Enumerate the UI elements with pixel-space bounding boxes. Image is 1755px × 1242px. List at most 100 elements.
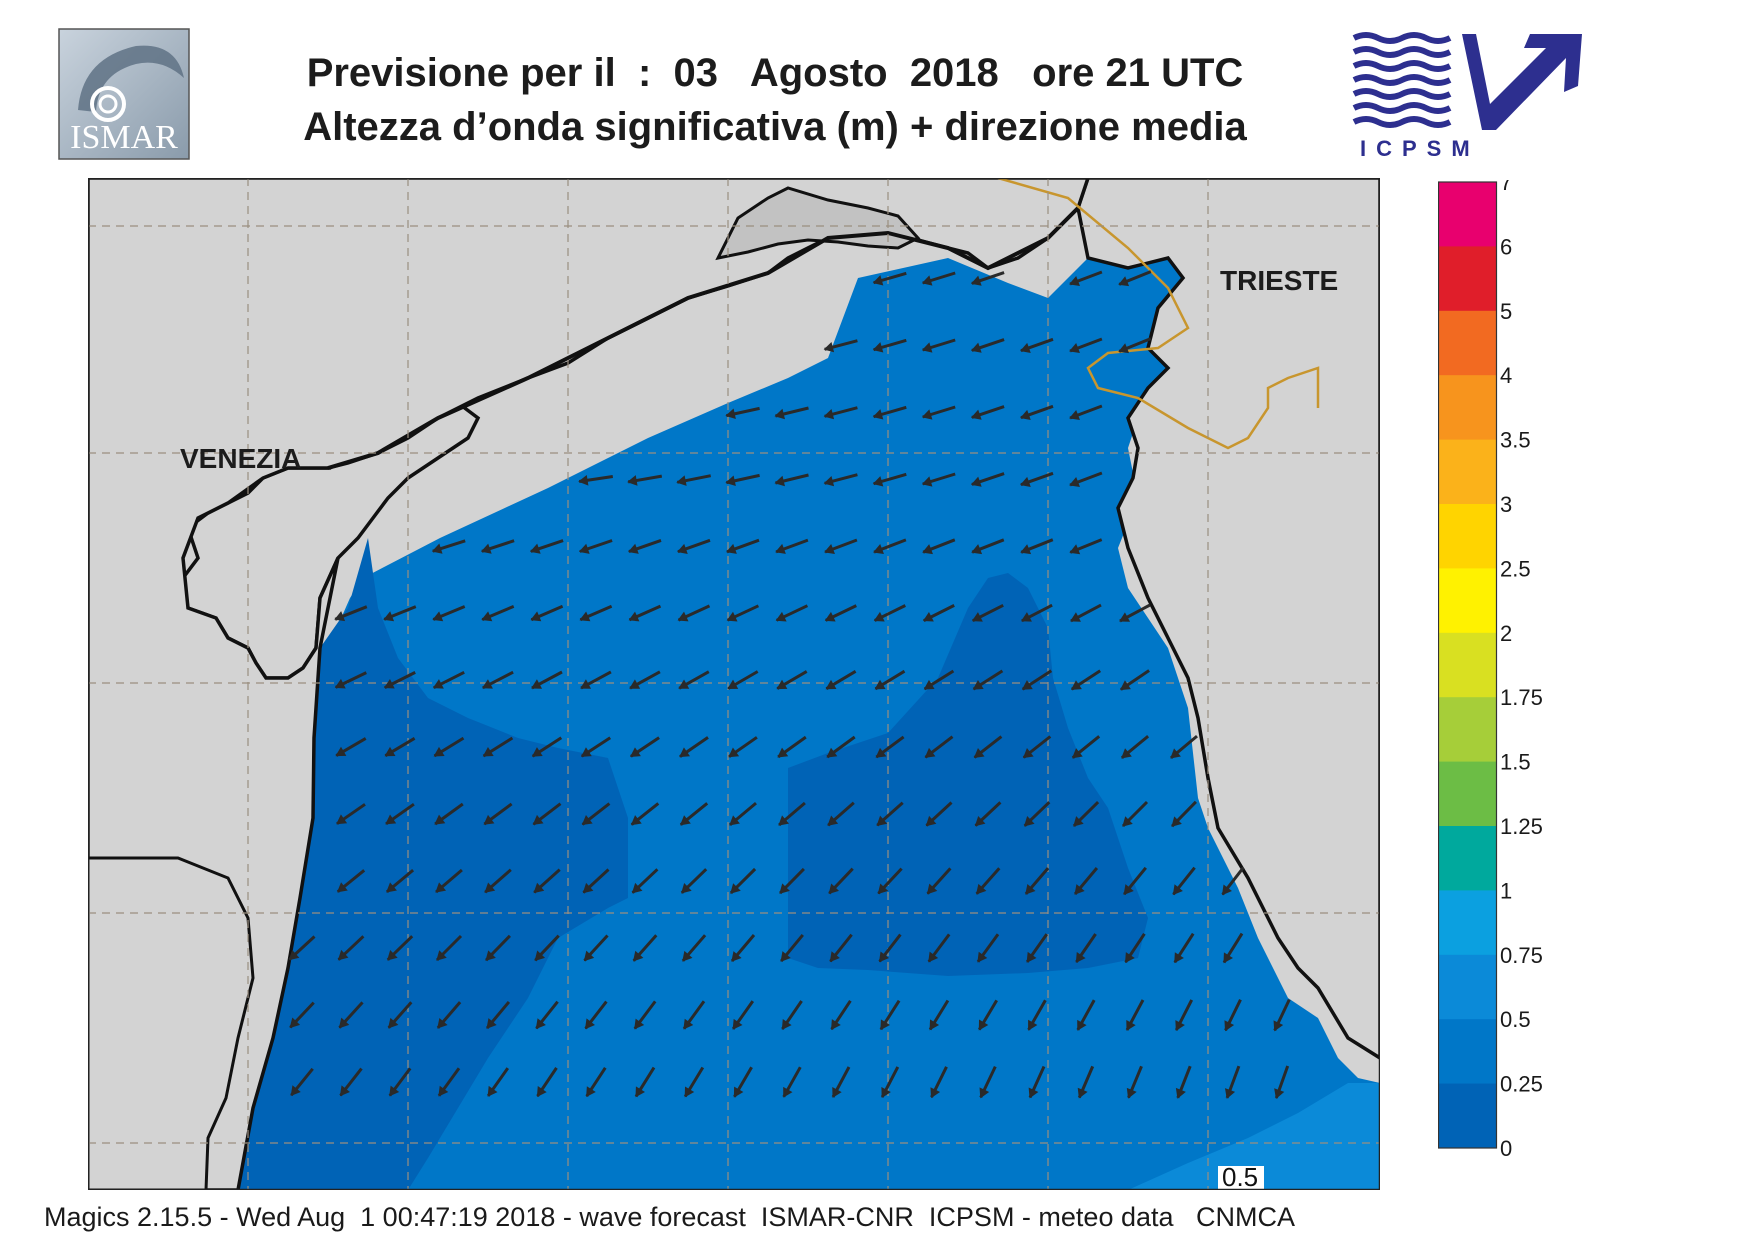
direction-arrowhead [631,882,643,894]
direction-arrowhead [1028,1019,1038,1031]
direction-arrowhead [726,611,738,622]
map-title: Previsione per il : 03 Agosto 2018 ore 2… [210,46,1340,154]
contour-label-bg [1218,1166,1264,1190]
direction-arrowhead [634,1018,645,1030]
wave-height-map: VENEZIA TRIESTE 0.5 [88,178,1380,1190]
direction-arrowhead [832,1086,842,1098]
direction-arrowhead [1120,680,1131,691]
direction-arrowhead [725,475,736,487]
direction-arrowhead [829,951,840,963]
legend-tick-label: 3.5 [1500,428,1531,453]
direction-arrowhead [921,342,933,353]
direction-arrowhead [337,949,349,961]
direction-arrowhead [483,814,495,825]
legend-color-bar [1438,246,1497,312]
legend-color-bars [1438,182,1497,1149]
direction-arrowhead [289,1017,301,1029]
direction-arrowhead [1221,884,1232,896]
direction-arrowhead [778,815,790,826]
po-delta-land [88,856,255,1190]
direction-arrowhead [776,679,788,690]
direction-arrowhead [1118,276,1130,287]
legend-color-bar [1438,182,1497,247]
legend-color-bar [1438,890,1497,956]
direction-arrowhead [1021,680,1033,690]
direction-arrowhead [1020,409,1031,420]
direction-arrowhead [1070,680,1082,690]
direction-arrowhead [628,543,639,554]
direction-arrowhead [1174,952,1184,964]
direction-arrowhead [974,815,986,827]
direction-arrowhead [677,611,689,622]
direction-arrowhead [579,611,591,622]
direction-arrowhead [535,1018,546,1030]
direction-arrowhead [930,1087,941,1099]
legend-tick-label: 0.5 [1500,1007,1531,1032]
legend-color-bar [1438,1019,1497,1085]
direction-arrowhead [532,814,544,825]
direction-arrowhead [926,883,938,895]
legend-frame [1438,181,1498,1149]
legend-tick-label: 1.25 [1500,814,1543,839]
footer-credits: Magics 2.15.5 - Wed Aug 1 00:47:19 2018 … [44,1202,1296,1232]
direction-arrowhead [876,815,888,826]
direction-arrowhead [334,611,346,622]
direction-arrowhead [1022,748,1034,759]
direction-arrowhead [436,950,447,961]
direction-arrowhead [1175,1020,1185,1032]
title-line-1: Previsione per il : 03 Agosto 2018 ore 2… [306,51,1244,95]
direction-arrowhead [1273,1020,1284,1032]
direction-arrowhead [880,1019,890,1031]
direction-arrowhead [387,950,398,961]
direction-arrowhead [682,950,693,962]
direction-arrowhead [976,883,987,895]
direction-arrowhead [485,950,496,961]
direction-arrowhead [684,1086,695,1098]
direction-arrowhead [1224,1020,1235,1032]
direction-arrowhead [433,746,445,757]
direction-arrowhead [1224,1088,1236,1099]
direction-arrowhead [1077,1087,1088,1099]
direction-arrowhead [1126,1087,1137,1099]
direction-arrowhead [1025,883,1036,895]
legend-tick-label: 1.5 [1500,750,1531,775]
direction-arrowhead [1020,544,1032,555]
direction-arrowhead [529,543,541,554]
direction-arrowhead [1077,1019,1087,1031]
direction-arrowhead [337,882,348,893]
direction-arrowhead [384,746,396,757]
direction-arrowhead [1123,884,1134,895]
direction-arrowhead [874,679,886,690]
legend-color-bar [1438,375,1497,441]
direction-arrowhead [929,1019,940,1031]
direction-arrowhead [339,1085,350,1097]
legend-color-bar [1438,504,1497,569]
direction-arrowhead [1170,748,1181,759]
direction-arrowhead [578,543,590,554]
legend-tick-label: 0.25 [1500,1072,1543,1097]
ismar-logo: ISMAR [58,28,190,160]
icpsm-logo: ICPSM [1352,32,1582,161]
state-border [997,178,1320,450]
direction-arrowhead [383,611,395,622]
direction-arrowhead [336,814,348,825]
direction-arrowhead [877,883,889,895]
direction-arrowhead [873,611,885,622]
direction-arrowhead [924,747,936,758]
direction-arrowhead [781,1019,792,1030]
direction-arrowhead [629,679,641,689]
legend-tick-labels: 7 6 5 4 3.5 3 2.5 2 1.75 1.5 1.25 1 0.75 0.5 0.25 0 [1500,180,1543,1160]
direction-arrowhead [775,611,787,622]
direction-arrowhead [385,814,397,825]
direction-arrowhead [438,1085,449,1097]
direction-arrowhead [922,612,934,622]
direction-arrowhead [580,679,592,689]
direction-arrowhead [635,1086,645,1098]
direction-arrowhead [922,544,933,555]
direction-arrowhead [824,544,835,555]
direction-arrowhead [628,611,640,622]
direction-arrowhead [1020,342,1031,353]
direction-arrowhead [1069,410,1080,421]
direction-arrowhead [580,747,592,757]
direction-arrowhead [730,883,741,894]
